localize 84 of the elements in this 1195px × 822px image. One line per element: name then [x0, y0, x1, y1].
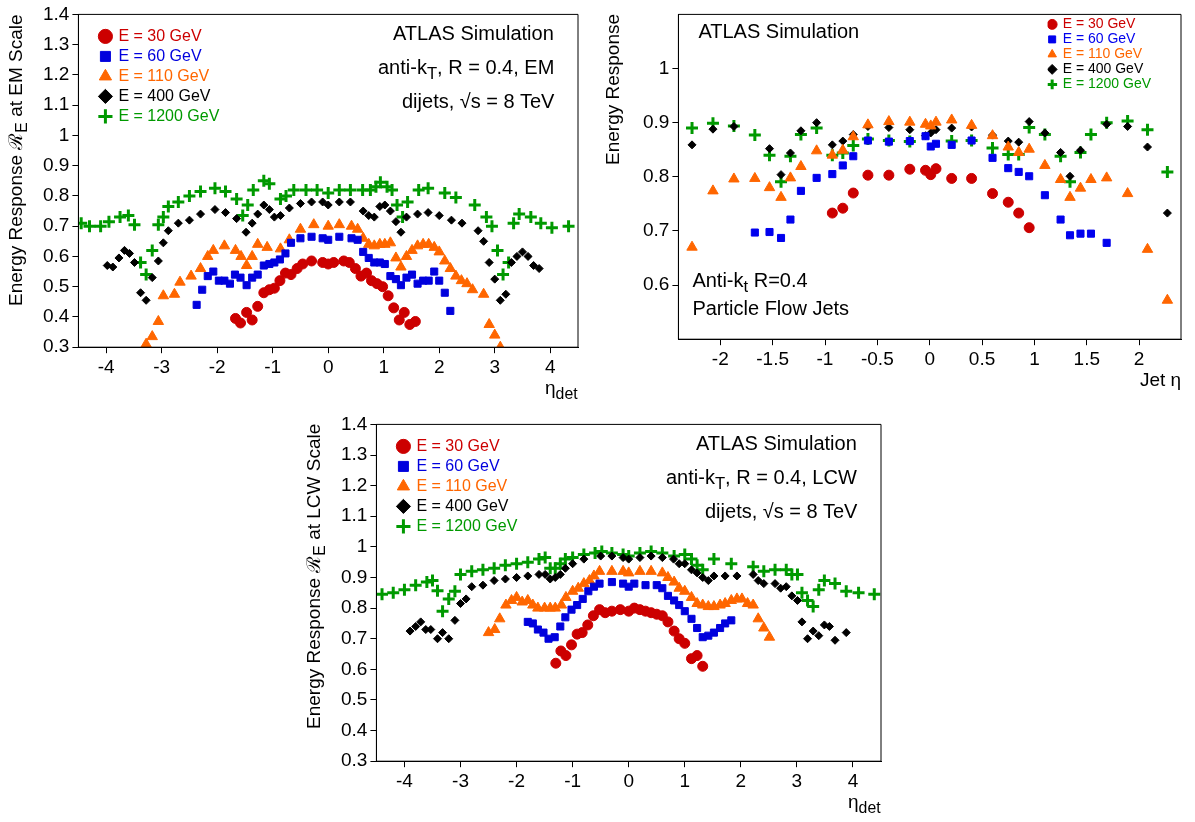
x-tick-label: 1.5 [1073, 347, 1100, 369]
y-tick-label: 1 [658, 56, 670, 78]
y-tick-label: 0.9 [642, 110, 670, 132]
y-tick-label: 1.2 [340, 473, 368, 495]
annotation: ATLAS Simulation [696, 432, 857, 456]
y-tick-label: 0.3 [42, 335, 70, 357]
x-tick-label: 0 [322, 355, 334, 377]
x-tick-label: -2 [508, 769, 526, 791]
y-tick-label: 0.6 [642, 273, 670, 295]
y-axis-title: Energy Response [602, 14, 624, 166]
x-tick-label: -1.5 [756, 347, 790, 369]
y-tick-label: 0.7 [340, 626, 368, 648]
y-tick-label: 0.8 [340, 596, 368, 618]
x-tick-label: 0 [623, 769, 634, 791]
x-tick-label: 2 [1133, 347, 1145, 369]
x-axis-title: Jet η [1140, 369, 1182, 392]
y-tick-label: 0.7 [42, 214, 70, 236]
x-tick-label: -4 [97, 355, 116, 377]
y-tick-label: 0.8 [642, 165, 670, 187]
x-tick-label: 4 [544, 355, 556, 377]
annotation: anti-k$_{T}$, R = 0.4, EM [378, 56, 555, 85]
annotation: Particle Flow Jets [692, 297, 850, 321]
annotation: dijets, √s = 8 TeV [705, 500, 858, 524]
y-tick-label: 0.6 [42, 244, 70, 266]
x-tick-label: 3 [489, 355, 501, 377]
y-tick-label: 0.6 [340, 657, 368, 679]
x-tick-label: 0.5 [968, 347, 996, 369]
x-tick-label: -1 [564, 769, 582, 791]
legend-label: E = 30 GeV [118, 26, 202, 44]
annotation: Anti-k$_{t}$ R=0.4 [692, 269, 808, 298]
x-tick-label: -3 [153, 355, 171, 377]
x-tick-label: 1 [679, 769, 691, 791]
legend-label: E = 30 GeV [1062, 15, 1137, 32]
y-tick-label: 1.3 [340, 443, 368, 465]
y-tick-label: 0.5 [42, 274, 70, 296]
x-tick-label: -1 [264, 355, 282, 377]
x-tick-label: 1 [378, 355, 390, 377]
x-axis-title: η$_{det}$ [545, 377, 578, 403]
x-tick-label: 4 [847, 769, 859, 791]
legend-label: E = 110 GeV [416, 476, 508, 494]
x-tick-label: 2 [433, 355, 445, 377]
y-tick-label: 1.1 [340, 504, 368, 526]
legend-label: E = 110 GeV [118, 66, 210, 84]
legend-label: E = 1200 GeV [416, 516, 518, 534]
x-tick-label: -0.5 [860, 347, 894, 369]
y-tick-label: 0.3 [340, 749, 368, 771]
y-tick-label: 0.9 [340, 565, 368, 587]
y-tick-label: 0.9 [42, 153, 70, 175]
legend-label: E = 30 GeV [416, 436, 500, 454]
x-tick-label: 3 [791, 769, 803, 791]
legend-label: E = 60 GeV [118, 46, 202, 64]
legend-label: E = 110 GeV [1062, 45, 1143, 62]
y-tick-label: 1.4 [42, 2, 70, 24]
y-tick-label: 1.3 [42, 32, 70, 54]
x-tick-label: -4 [395, 769, 414, 791]
annotation: anti-k$_{T}$, R = 0.4, LCW [666, 466, 857, 495]
y-tick-label: 0.4 [340, 718, 368, 740]
annotation: ATLAS Simulation [698, 20, 860, 44]
legend-label: E = 60 GeV [416, 456, 500, 474]
x-tick-label: 2 [735, 769, 747, 791]
y-tick-label: 1 [356, 535, 368, 557]
y-tick-label: 1.4 [340, 412, 368, 434]
y-tick-label: 1.2 [42, 63, 70, 85]
y-tick-label: 0.5 [340, 688, 368, 710]
y-tick-label: 0.7 [642, 219, 670, 241]
y-tick-label: 1.1 [42, 93, 70, 115]
legend-label: E = 60 GeV [1062, 30, 1137, 47]
x-tick-label: -3 [452, 769, 469, 791]
x-tick-label: 1 [1029, 347, 1040, 369]
y-tick-label: 0.8 [42, 184, 70, 206]
legend-label: E = 1200 GeV [118, 106, 220, 124]
annotation: dijets, √s = 8 TeV [402, 90, 555, 114]
x-axis-title: η$_{det}$ [848, 791, 881, 817]
x-tick-label: 0 [924, 347, 935, 369]
legend-label: E = 400 GeV [118, 86, 211, 104]
x-tick-label: -1 [816, 347, 834, 369]
x-tick-label: -2 [208, 355, 226, 377]
y-tick-label: 1 [58, 123, 70, 145]
legend-label: E = 400 GeV [416, 496, 509, 514]
x-tick-label: -2 [711, 347, 729, 369]
legend-label: E = 400 GeV [1062, 60, 1144, 77]
legend-label: E = 1200 GeV [1062, 75, 1152, 92]
y-tick-label: 0.4 [42, 305, 70, 327]
annotation: ATLAS Simulation [393, 22, 554, 46]
